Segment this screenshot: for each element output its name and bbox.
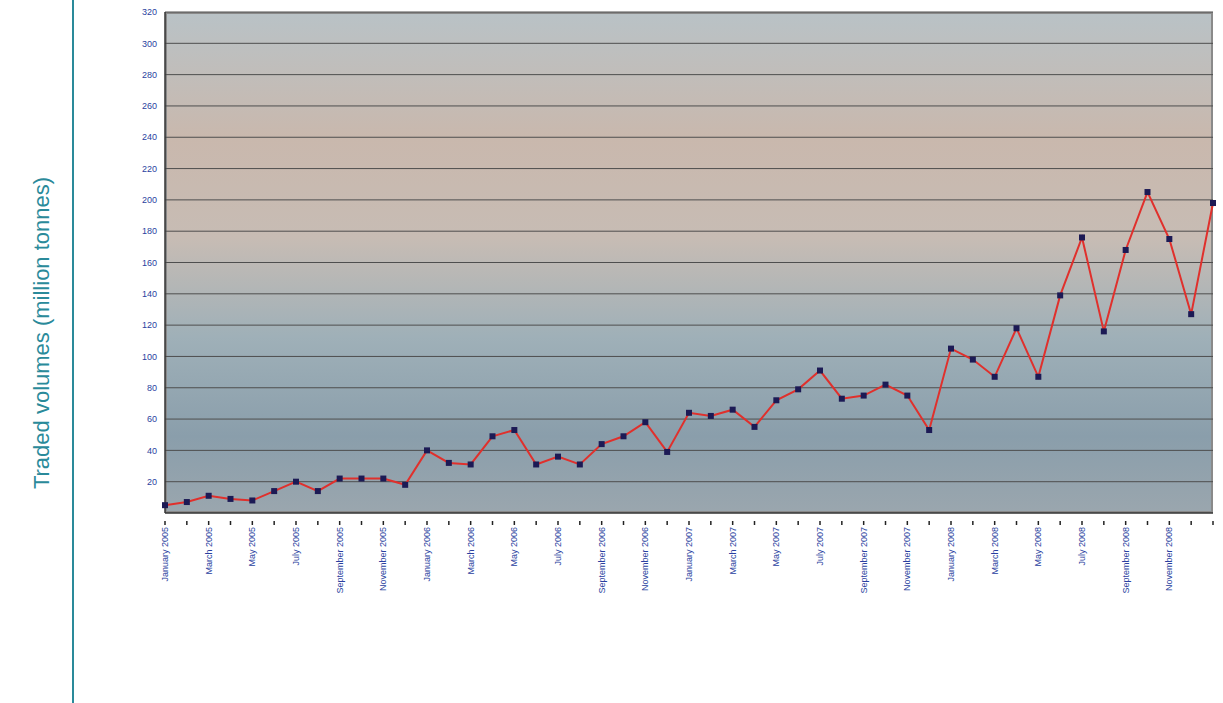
svg-text:80: 80 [147,383,157,393]
svg-text:200: 200 [142,195,157,205]
svg-text:160: 160 [142,258,157,268]
svg-text:May 2008: May 2008 [1033,527,1043,567]
svg-text:May 2007: May 2007 [771,527,781,567]
svg-text:60: 60 [147,414,157,424]
svg-text:May 2005: May 2005 [247,527,257,567]
svg-text:July 2006: July 2006 [553,527,563,566]
svg-text:March 2005: March 2005 [204,527,214,575]
svg-text:January 2006: January 2006 [422,527,432,582]
svg-text:120: 120 [142,320,157,330]
svg-text:November 2006: November 2006 [640,527,650,591]
svg-text:September 2008: September 2008 [1121,527,1131,594]
svg-text:March 2008: March 2008 [990,527,1000,575]
svg-text:July 2007: July 2007 [815,527,825,566]
svg-text:May 2006: May 2006 [509,527,519,567]
svg-text:July 2005: July 2005 [291,527,301,566]
svg-text:140: 140 [142,289,157,299]
svg-text:220: 220 [142,164,157,174]
svg-text:July 2008: July 2008 [1077,527,1087,566]
svg-text:September 2007: September 2007 [859,527,869,594]
svg-text:280: 280 [142,70,157,80]
svg-text:January 2008: January 2008 [946,527,956,582]
svg-text:November 2008: November 2008 [1164,527,1174,591]
svg-text:November 2007: November 2007 [902,527,912,591]
svg-text:100: 100 [142,352,157,362]
svg-text:January 2005: January 2005 [160,527,170,582]
svg-text:January 2007: January 2007 [684,527,694,582]
svg-text:March 2007: March 2007 [728,527,738,575]
svg-text:180: 180 [142,226,157,236]
svg-text:September 2006: September 2006 [597,527,607,594]
svg-text:240: 240 [142,132,157,142]
svg-text:November 2005: November 2005 [378,527,388,591]
svg-text:20: 20 [147,477,157,487]
svg-text:300: 300 [142,39,157,49]
html-text:Traded volumes (million tonnes: Traded volumes (million tonnes) [29,176,54,489]
svg-text:March 2006: March 2006 [466,527,476,575]
svg-text:September 2005: September 2005 [335,527,345,594]
svg-text:40: 40 [147,446,157,456]
svg-text:260: 260 [142,101,157,111]
svg-text:320: 320 [142,7,157,17]
